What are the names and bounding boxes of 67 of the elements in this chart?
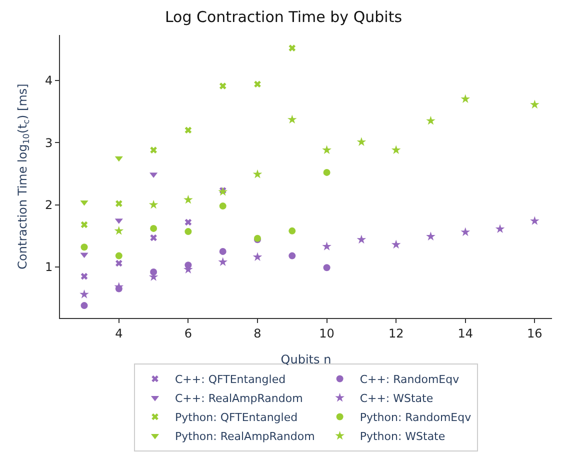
- point: [148, 200, 158, 209]
- point: [219, 202, 226, 210]
- legend-label: C++: WState: [360, 392, 434, 406]
- point: [288, 252, 296, 260]
- legend-label: Python: QFTEntangled: [175, 411, 298, 424]
- point: [252, 169, 262, 178]
- point: [252, 252, 262, 262]
- legend-label: Python: WState: [360, 430, 446, 444]
- x-tick-label: 12: [388, 326, 404, 340]
- point: [530, 216, 540, 225]
- point: [150, 146, 157, 154]
- point: [356, 234, 366, 244]
- legend-label: C++: RandomEqv: [360, 373, 460, 386]
- y-tick-label: 2: [44, 198, 53, 212]
- y-tick-label: 3: [44, 136, 53, 150]
- x-axis-title: Qubits n: [280, 352, 332, 366]
- point: [114, 156, 123, 162]
- point: [356, 137, 366, 146]
- legend-label: C++: RealAmpRandom: [175, 392, 303, 406]
- point: [80, 221, 88, 228]
- chart-title: Log Contraction Time by Qubits: [164, 8, 402, 26]
- point: [80, 244, 88, 251]
- point: [219, 82, 226, 90]
- point: [288, 227, 296, 234]
- legend-label: Python: RealAmpRandom: [175, 430, 315, 444]
- point: [495, 224, 505, 234]
- x-tick-label: 8: [254, 326, 262, 340]
- point: [323, 264, 330, 272]
- point: [218, 257, 228, 266]
- point: [391, 145, 401, 154]
- point: [219, 248, 226, 255]
- point: [114, 226, 124, 235]
- x-tick-label: 16: [527, 326, 542, 340]
- point: [323, 168, 330, 176]
- point: [80, 252, 88, 258]
- point: [114, 282, 124, 291]
- point: [184, 194, 193, 204]
- point: [530, 100, 540, 109]
- point: [150, 234, 157, 242]
- point: [184, 228, 192, 236]
- x-tick-label: 6: [184, 326, 192, 340]
- point: [80, 272, 88, 280]
- point: [254, 80, 261, 88]
- point: [80, 289, 89, 298]
- point: [460, 94, 470, 104]
- y-tick-label: 4: [44, 74, 53, 88]
- x-tick-label: 4: [115, 326, 123, 340]
- point: [287, 114, 297, 124]
- point: [115, 252, 122, 260]
- x-tick-label: 14: [458, 326, 474, 340]
- point: [116, 200, 122, 207]
- point: [150, 224, 158, 232]
- point: [116, 260, 122, 267]
- point: [322, 145, 332, 154]
- point: [322, 242, 332, 250]
- point: [426, 116, 436, 125]
- legend-label: C++: QFTEntangled: [175, 373, 286, 386]
- point: [391, 240, 401, 249]
- legend-label: Python: RandomEqv: [360, 411, 472, 424]
- point: [184, 218, 192, 226]
- point: [80, 302, 88, 310]
- y-tick-label: 1: [44, 260, 53, 274]
- point: [426, 232, 436, 240]
- point: [460, 227, 470, 236]
- point: [184, 126, 192, 134]
- point: [288, 44, 296, 52]
- x-tick-label: 10: [319, 326, 334, 340]
